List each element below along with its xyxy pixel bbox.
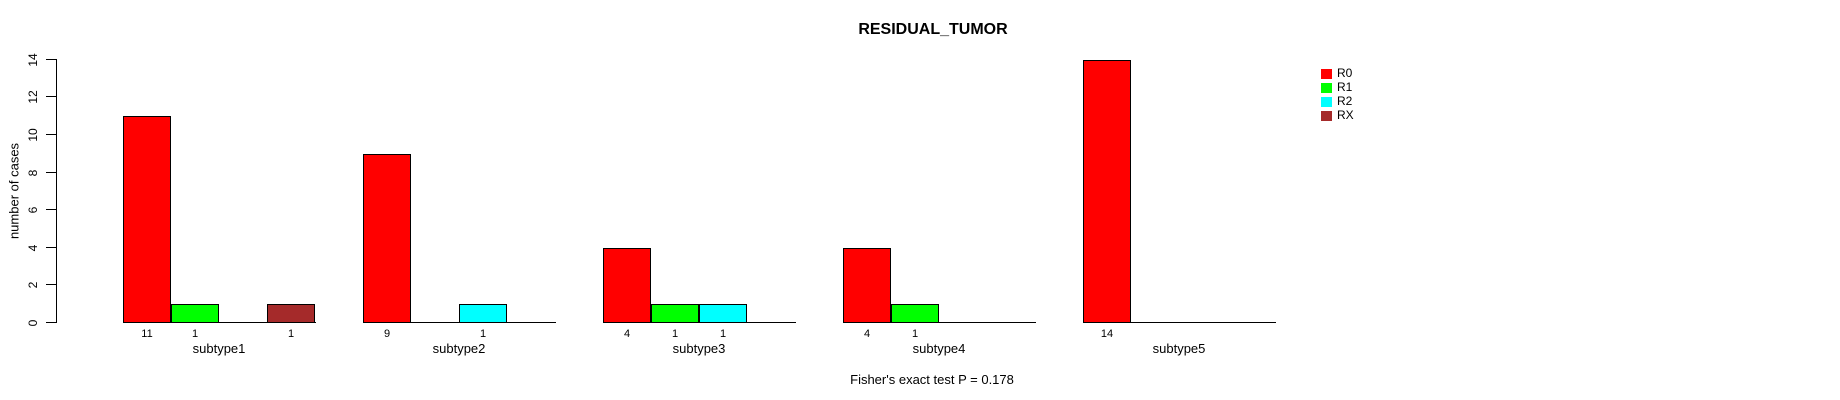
y-tick xyxy=(46,134,56,135)
bar-r0-subtype3 xyxy=(603,248,651,323)
bar-rx-subtype1 xyxy=(267,304,315,323)
legend-swatch-r2 xyxy=(1321,96,1332,107)
bar-value-label: 4 xyxy=(863,328,871,340)
bar-value-label: 4 xyxy=(623,328,631,340)
y-tick-label: 0 xyxy=(26,319,40,327)
legend-entry-r1: R1 xyxy=(1321,80,1354,94)
y-tick-label: 4 xyxy=(26,244,40,252)
y-tick-label: 12 xyxy=(26,90,40,104)
group-baseline xyxy=(1083,322,1276,323)
legend-label-r0: R0 xyxy=(1337,66,1353,80)
legend-label-r2: R2 xyxy=(1337,94,1353,108)
bar-value-label: 11 xyxy=(141,328,153,340)
y-tick-label: 14 xyxy=(26,53,40,67)
y-axis-line xyxy=(56,59,57,323)
bar-value-label: 1 xyxy=(479,328,487,340)
y-tick xyxy=(46,209,56,210)
y-tick xyxy=(46,96,56,97)
group-baseline xyxy=(843,322,1036,323)
bar-r1-subtype3 xyxy=(651,304,699,323)
legend-entry-r2: R2 xyxy=(1321,94,1354,108)
bar-r2-subtype3 xyxy=(699,304,747,323)
bar-r0-subtype2 xyxy=(363,154,411,323)
y-tick-label: 10 xyxy=(26,128,40,142)
legend-label-rx: RX xyxy=(1337,108,1354,122)
x-group-label-subtype3: subtype3 xyxy=(672,341,726,356)
x-group-label-subtype2: subtype2 xyxy=(432,341,486,356)
bar-value-label: 1 xyxy=(719,328,727,340)
fishers-test-annotation: Fisher's exact test P = 0.178 xyxy=(850,372,1014,387)
y-tick-label: 8 xyxy=(26,169,40,177)
legend-label-r1: R1 xyxy=(1337,80,1353,94)
x-group-label-subtype5: subtype5 xyxy=(1152,341,1206,356)
bar-r0-subtype4 xyxy=(843,248,891,323)
bar-value-label: 1 xyxy=(191,328,199,340)
x-group-label-subtype1: subtype1 xyxy=(192,341,246,356)
bar-value-label: 1 xyxy=(911,328,919,340)
y-tick xyxy=(46,284,56,285)
legend-entry-r0: R0 xyxy=(1321,66,1354,80)
legend-swatch-r0 xyxy=(1321,68,1332,79)
y-tick-label: 2 xyxy=(26,281,40,289)
y-tick xyxy=(46,172,56,173)
bar-value-label: 14 xyxy=(1100,328,1114,340)
legend-entry-rx: RX xyxy=(1321,108,1354,122)
legend-swatch-r1 xyxy=(1321,82,1332,93)
bar-value-label: 1 xyxy=(671,328,679,340)
bar-value-label: 9 xyxy=(383,328,391,340)
bar-value-label: 1 xyxy=(287,328,295,340)
bar-r1-subtype1 xyxy=(171,304,219,323)
bar-r1-subtype4 xyxy=(891,304,939,323)
y-tick xyxy=(46,247,56,248)
y-tick xyxy=(46,59,56,60)
chart-title: RESIDUAL_TUMOR xyxy=(858,21,1008,38)
y-tick-label: 6 xyxy=(26,206,40,214)
bar-r0-subtype5 xyxy=(1083,60,1131,323)
bar-r0-subtype1 xyxy=(123,116,171,323)
legend-swatch-rx xyxy=(1321,110,1332,121)
y-tick xyxy=(46,322,56,323)
x-group-label-subtype4: subtype4 xyxy=(912,341,966,356)
bar-r2-subtype2 xyxy=(459,304,507,323)
group-baseline xyxy=(123,322,316,323)
legend: R0 R1 R2 RX xyxy=(1321,66,1354,124)
